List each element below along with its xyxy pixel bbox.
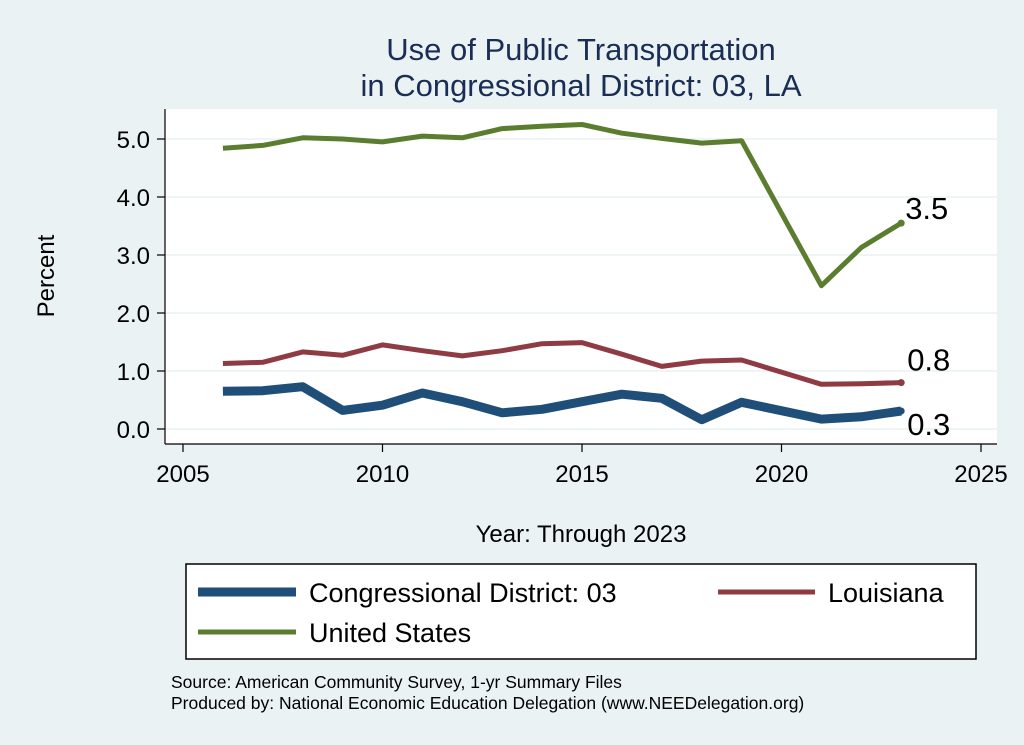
chart-title-line-2: in Congressional District: 03, LA [360,68,801,103]
y-tick-label: 1.0 [117,359,150,386]
legend-label-louisiana: Louisiana [828,578,945,608]
series-line-united-states [222,122,903,289]
y-tick-label: 4.0 [117,185,150,212]
x-tick-label: 2015 [555,461,608,488]
producer-note: Produced by: National Economic Education… [171,693,804,713]
series-lines [222,122,905,425]
x-tick-label: 2025 [954,461,1007,488]
legend-box [185,563,977,660]
end-value-label: 0.3 [907,407,950,442]
legend-label-congressional-district: Congressional District: 03 [309,578,617,608]
x-axis-label: Year: Through 2023 [476,521,687,548]
axes: 0.0 1.0 2.0 3.0 4.0 5.0 2005 2010 2015 2020 2025 [117,109,1008,488]
x-tick-label: 2005 [156,461,209,488]
y-tick-label: 3.0 [117,243,150,270]
series-end-point [897,379,905,387]
plot-area [165,109,997,444]
y-tick-label: 2.0 [117,301,150,328]
source-note: Source: American Community Survey, 1-yr … [171,672,622,692]
x-tick-label: 2020 [755,461,808,488]
end-value-label: 0.8 [907,343,950,378]
y-axis-label: Percent [33,234,60,317]
chart-title-line-1: Use of Public Transportation [386,32,775,67]
end-value-label: 3.5 [905,191,948,226]
y-tick-label: 5.0 [117,127,150,154]
legend: Congressional District: 03 Louisiana Uni… [185,563,977,660]
y-tick-label: 0.0 [117,417,150,444]
series-line-louisiana [222,340,902,387]
series-end-point [897,219,905,227]
x-tick-label: 2010 [356,461,409,488]
legend-label-united-states: United States [309,618,471,648]
series-end-point [897,407,905,415]
series-line-congressional-district-03 [222,382,902,425]
end-labels: 3.5 0.8 0.3 [905,191,950,442]
